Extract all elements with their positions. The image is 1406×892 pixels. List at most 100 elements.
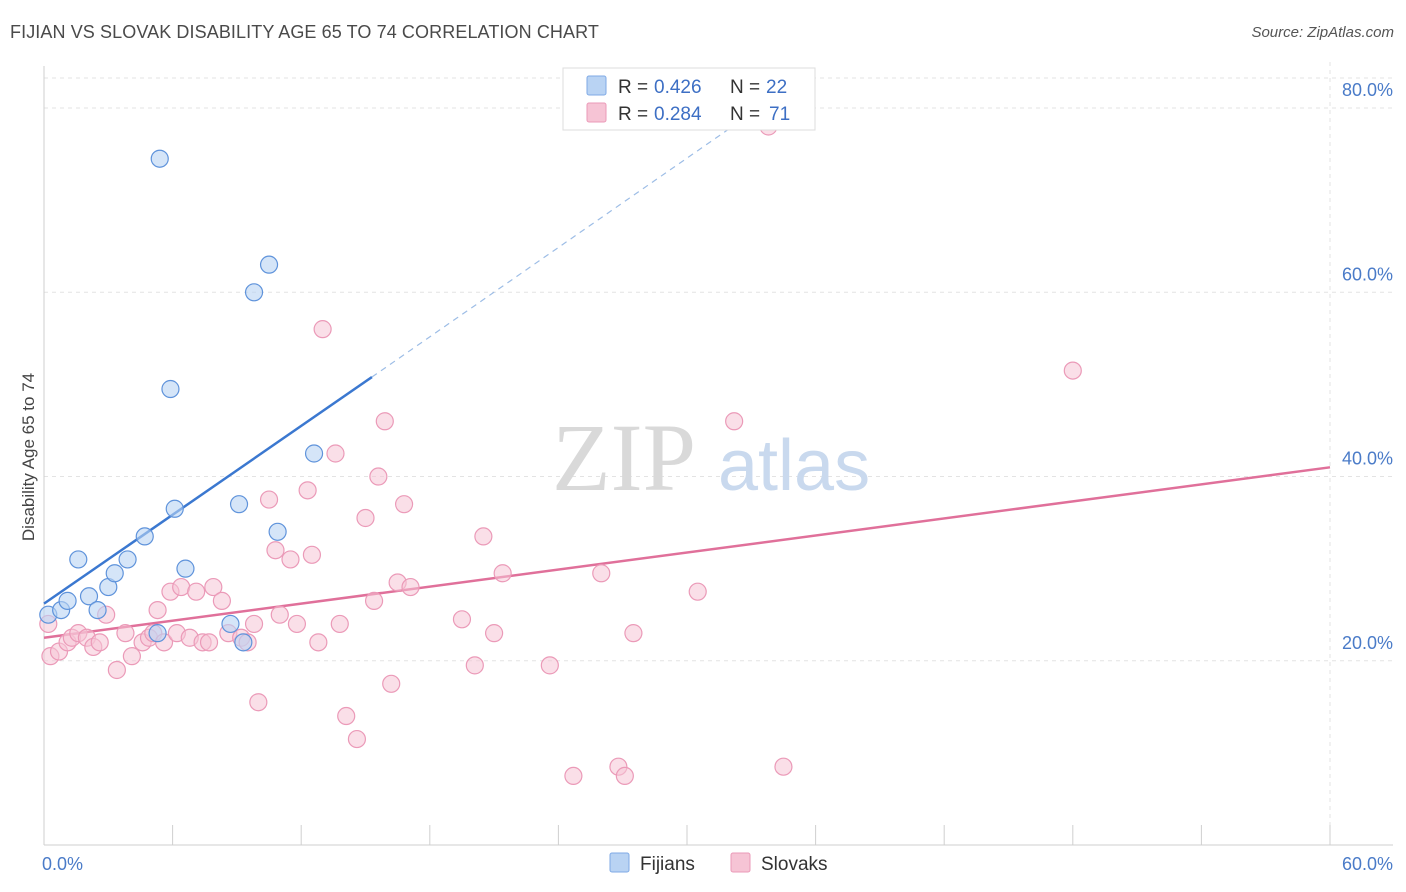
point-slovaks bbox=[309, 633, 328, 652]
legend-n-label-slovaks: N = bbox=[730, 104, 760, 125]
point-slovaks bbox=[774, 757, 793, 776]
point-fijians bbox=[304, 444, 324, 463]
point-fijians bbox=[148, 624, 167, 643]
bottom-legend-slovaks: Slovaks bbox=[761, 854, 828, 875]
point-fijians bbox=[229, 495, 249, 514]
y-tick-labels: 20.0% 40.0% 60.0% 80.0% bbox=[1342, 80, 1393, 653]
legend-swatch-fijians bbox=[586, 75, 607, 96]
legend-r-value-fijians: 0.426 bbox=[654, 77, 702, 98]
point-fijians bbox=[259, 255, 279, 274]
legend-n-value-slovaks: 71 bbox=[769, 104, 790, 125]
point-fijians bbox=[88, 600, 107, 620]
point-fijians bbox=[150, 149, 169, 168]
point-fijians bbox=[244, 283, 264, 302]
y-tick-label: 60.0% bbox=[1342, 264, 1393, 284]
point-slovaks bbox=[347, 729, 367, 749]
point-slovaks bbox=[369, 467, 388, 486]
trend-line-fijians-extension bbox=[371, 127, 731, 378]
watermark: ZIP atlas bbox=[552, 404, 870, 511]
point-slovaks bbox=[249, 693, 268, 712]
point-slovaks bbox=[298, 481, 317, 500]
trend-lines bbox=[43, 127, 1331, 639]
point-fijians bbox=[118, 550, 137, 569]
point-slovaks bbox=[356, 508, 375, 528]
x-tick-labels: 0.0% 60.0% bbox=[42, 854, 1393, 874]
point-slovaks bbox=[204, 577, 223, 597]
point-slovaks bbox=[592, 564, 611, 583]
point-slovaks bbox=[725, 412, 744, 431]
y-tick-label: 80.0% bbox=[1342, 80, 1393, 100]
point-slovaks bbox=[394, 495, 414, 514]
bottom-legend-fijians: Fijians bbox=[640, 854, 695, 875]
point-fijians bbox=[135, 527, 154, 546]
point-fijians bbox=[79, 587, 99, 606]
point-slovaks bbox=[326, 444, 345, 463]
bottom-legend-swatch-fijians bbox=[609, 852, 630, 873]
point-slovaks bbox=[116, 624, 135, 643]
series-legend: Fijians Slovaks bbox=[609, 852, 828, 875]
y-tick-label: 40.0% bbox=[1342, 449, 1393, 469]
point-slovaks bbox=[212, 591, 231, 610]
point-fijians bbox=[165, 499, 184, 518]
x-tick-label-min: 0.0% bbox=[42, 854, 83, 874]
point-slovaks bbox=[287, 614, 307, 634]
point-fijians bbox=[105, 564, 124, 583]
watermark-atlas: atlas bbox=[718, 426, 870, 506]
point-fijians bbox=[69, 550, 88, 569]
point-slovaks bbox=[401, 577, 420, 597]
axes bbox=[43, 66, 1393, 846]
y-axis-label: Disability Age 65 to 74 bbox=[19, 373, 38, 541]
correlation-legend: R = 0.426 N = 22 R = 0.284 N = 71 bbox=[562, 67, 816, 131]
point-slovaks bbox=[244, 614, 264, 634]
point-slovaks bbox=[313, 320, 332, 339]
point-slovaks bbox=[615, 766, 634, 786]
point-slovaks bbox=[485, 624, 504, 643]
data-points bbox=[39, 117, 1082, 786]
watermark-zip: ZIP bbox=[552, 404, 696, 511]
point-slovaks bbox=[624, 624, 643, 643]
point-slovaks bbox=[259, 490, 279, 509]
point-slovaks bbox=[148, 600, 167, 620]
legend-n-value-fijians: 22 bbox=[766, 77, 787, 98]
point-slovaks bbox=[270, 605, 289, 624]
point-slovaks bbox=[90, 633, 109, 652]
point-slovaks bbox=[337, 706, 356, 726]
point-slovaks bbox=[199, 633, 219, 652]
legend-n-label-fijians: N = bbox=[730, 77, 760, 98]
point-fijians bbox=[176, 559, 195, 578]
point-slovaks bbox=[122, 647, 141, 666]
bottom-legend-swatch-slovaks bbox=[730, 852, 751, 873]
legend-r-label-slovaks: R = bbox=[618, 104, 648, 125]
point-slovaks bbox=[493, 564, 512, 583]
x-tick-label-max: 60.0% bbox=[1342, 854, 1393, 874]
point-slovaks bbox=[382, 674, 401, 693]
point-slovaks bbox=[266, 541, 285, 560]
point-fijians bbox=[58, 591, 77, 610]
point-slovaks bbox=[1063, 361, 1082, 380]
point-fijians bbox=[234, 633, 253, 652]
legend-r-value-slovaks: 0.284 bbox=[654, 104, 702, 125]
chart-title: FIJIAN VS SLOVAK DISABILITY AGE 65 TO 74… bbox=[10, 22, 599, 42]
legend-r-label-fijians: R = bbox=[618, 77, 648, 98]
trend-line-fijians bbox=[43, 376, 373, 605]
point-slovaks bbox=[474, 527, 493, 546]
point-slovaks bbox=[302, 545, 322, 564]
trend-line-slovaks bbox=[43, 466, 1331, 639]
point-slovaks bbox=[107, 660, 126, 680]
legend-swatch-slovaks bbox=[586, 102, 607, 123]
point-slovaks bbox=[465, 656, 484, 675]
point-slovaks bbox=[688, 582, 707, 601]
point-fijians bbox=[161, 379, 180, 399]
point-slovaks bbox=[364, 591, 384, 610]
point-slovaks bbox=[330, 614, 349, 634]
point-fijians bbox=[221, 614, 240, 634]
point-slovaks bbox=[375, 412, 394, 431]
point-slovaks bbox=[540, 656, 559, 675]
point-slovaks bbox=[172, 577, 191, 597]
y-tick-label: 20.0% bbox=[1342, 633, 1393, 653]
point-slovaks bbox=[564, 766, 583, 786]
source-label: Source: ZipAtlas.com bbox=[1251, 24, 1394, 41]
point-slovaks bbox=[452, 610, 472, 629]
point-slovaks bbox=[281, 550, 300, 569]
